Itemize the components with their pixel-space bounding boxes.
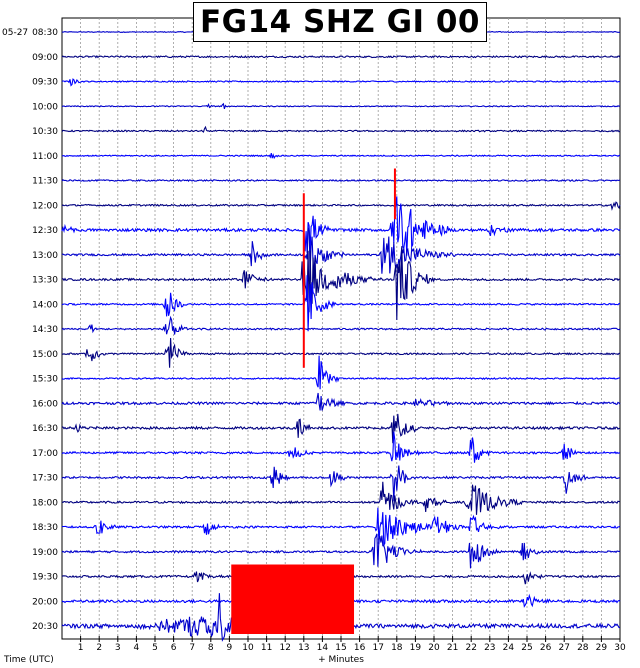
x-axis-label: + Minutes: [318, 655, 364, 665]
trace-row-1500: [61, 337, 621, 368]
x-tick-label-14: 14: [317, 643, 329, 653]
chart-title: FG14 SHZ GI 00: [199, 4, 480, 40]
trace-row-1330: [61, 246, 621, 321]
trace-row-1630: [61, 413, 621, 444]
trace-row-1300: [61, 227, 621, 274]
trace-row-1030: [61, 125, 621, 133]
x-tick-label-2: 2: [96, 643, 102, 653]
x-tick-label-22: 22: [465, 643, 476, 653]
x-tick-label-9: 9: [227, 643, 233, 653]
row-label-1100: 11:00: [32, 152, 58, 162]
row-label-1530: 15:30: [32, 375, 58, 385]
x-tick-label-25: 25: [521, 643, 532, 653]
row-label-1830: 18:30: [32, 523, 58, 533]
x-tick-label-27: 27: [558, 643, 569, 653]
row-label-1800: 18:00: [32, 498, 58, 508]
chart-title-box: FG14 SHZ GI 00: [193, 2, 487, 42]
trace-row-0930: [61, 78, 621, 87]
x-tick-label-6: 6: [171, 643, 177, 653]
trace-row-1100: [61, 152, 621, 160]
x-tick-label-1: 1: [78, 643, 84, 653]
x-tick-label-3: 3: [115, 643, 121, 653]
clipped-signal: [231, 168, 396, 634]
row-label-1300: 13:00: [32, 251, 58, 261]
trace-row-1800: [61, 481, 621, 515]
trace-row-1230: [61, 196, 621, 256]
x-tick-label-10: 10: [242, 643, 254, 653]
seismic-traces: [61, 30, 621, 642]
clipped-block-0: [231, 564, 355, 634]
trace-row-1130: [61, 178, 621, 183]
x-tick-label-19: 19: [410, 643, 422, 653]
x-tick-label-5: 5: [152, 643, 158, 653]
row-label-1930: 19:30: [32, 573, 58, 583]
row-label-1000: 10:00: [32, 102, 58, 112]
grid-lines: [80, 18, 602, 639]
row-label-1730: 17:30: [32, 474, 58, 484]
row-label-1900: 19:00: [32, 548, 58, 558]
y-axis-label: Time (UTC): [3, 655, 54, 665]
x-tick-label-4: 4: [134, 643, 140, 653]
row-label-1030: 10:30: [32, 127, 58, 137]
x-tick-label-8: 8: [208, 643, 214, 653]
row-label-1200: 12:00: [32, 201, 58, 211]
row-label-1430: 14:30: [32, 325, 58, 335]
x-tick-label-7: 7: [189, 643, 195, 653]
x-tick-label-18: 18: [391, 643, 403, 653]
x-tick-label-26: 26: [540, 643, 552, 653]
date-label: 05-27: [2, 28, 28, 38]
trace-row-1400: [61, 275, 620, 332]
row-label-2030: 20:30: [32, 622, 58, 632]
trace-row-1700: [61, 431, 621, 463]
trace-row-0900: [61, 55, 621, 59]
trace-row-1600: [61, 392, 621, 411]
x-tick-label-20: 20: [428, 643, 440, 653]
trace-row-1200: [61, 201, 621, 211]
trace-row-1830: [61, 507, 621, 548]
row-label-1130: 11:30: [32, 177, 58, 187]
x-tick-label-24: 24: [503, 643, 515, 653]
row-label-1630: 16:30: [32, 424, 58, 434]
row-label-0900: 09:00: [32, 53, 58, 63]
x-tick-label-28: 28: [577, 643, 589, 653]
row-label-1600: 16:00: [32, 399, 58, 409]
x-tick-label-21: 21: [447, 643, 458, 653]
trace-row-1900: [61, 533, 621, 569]
x-tick-label-11: 11: [261, 643, 272, 653]
x-axis-ticks: 1 2 3 4 5 6 7 8 9 10 11 12 13 14 15 16 17 18 19 20 21 22 23 24 2…: [78, 636, 626, 653]
row-label-1330: 13:30: [32, 276, 58, 286]
trace-row-1430: [61, 315, 621, 335]
row-label-0930: 09:30: [32, 78, 58, 88]
x-tick-label-30: 30: [614, 643, 626, 653]
row-label-1500: 15:00: [32, 350, 58, 360]
trace-row-1730: [61, 465, 621, 502]
x-tick-label-29: 29: [596, 643, 608, 653]
row-label-0830: 08:30: [32, 28, 58, 38]
x-tick-label-17: 17: [372, 643, 383, 653]
x-tick-label-12: 12: [279, 643, 290, 653]
trace-row-1530: [61, 355, 621, 390]
x-tick-label-15: 15: [335, 643, 346, 653]
row-time-labels: 08:30 09:00 09:30 10:00 10:30 11:00 11:30 12:00…: [32, 28, 58, 632]
row-label-1400: 14:00: [32, 300, 58, 310]
x-tick-label-23: 23: [484, 643, 495, 653]
trace-row-1000: [61, 102, 621, 110]
x-tick-label-16: 16: [354, 643, 366, 653]
row-label-2000: 20:00: [32, 597, 58, 607]
x-tick-label-13: 13: [298, 643, 309, 653]
row-label-1230: 12:30: [32, 226, 58, 236]
row-label-1700: 17:00: [32, 449, 58, 459]
